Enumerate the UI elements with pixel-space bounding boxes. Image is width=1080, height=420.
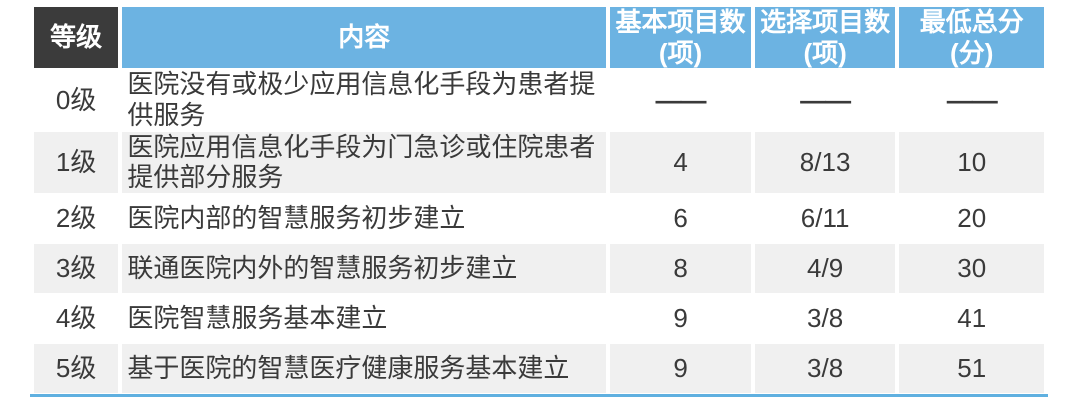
table-header: 等级 内容 基本项目数 (项) 选择项目数 (项) 最低总分 (分) [34,7,1044,69]
min-score-cell: 10 [899,131,1044,194]
content-cell: 医院没有或极少应用信息化手段为患者提供服务 [122,69,607,131]
basic-count-cell: 9 [610,344,751,394]
optional-count-cell: 3/8 [754,344,896,394]
level-cell: 1级 [34,131,119,194]
content-cell: 医院内部的智慧服务初步建立 [122,194,607,244]
level-cell: 2级 [34,194,119,244]
header-cell-basic: 基本项目数 (项) [610,7,751,69]
optional-count-cell: 8/13 [754,131,896,194]
table-row: 0级 医院没有或极少应用信息化手段为患者提供服务 —— —— —— [34,69,1044,131]
content-cell: 医院应用信息化手段为门急诊或住院患者提供部分服务 [122,131,607,194]
optional-count-cell: —— [754,69,896,131]
level-cell: 4级 [34,294,119,344]
table-body: 0级 医院没有或极少应用信息化手段为患者提供服务 —— —— —— 1级 医院应… [34,69,1044,394]
table-row: 2级 医院内部的智慧服务初步建立 6 6/11 20 [34,194,1044,244]
min-score-cell: 30 [899,244,1044,294]
table-bottom-rule [30,394,1048,398]
basic-count-cell: 4 [610,131,751,194]
header-cell-content: 内容 [122,7,607,69]
table-row: 1级 医院应用信息化手段为门急诊或住院患者提供部分服务 4 8/13 10 [34,131,1044,194]
min-score-cell: 20 [899,194,1044,244]
table-row: 3级 联通医院内外的智慧服务初步建立 8 4/9 30 [34,244,1044,294]
basic-count-cell: —— [610,69,751,131]
level-cell: 3级 [34,244,119,294]
optional-count-cell: 4/9 [754,244,896,294]
table-row: 4级 医院智慧服务基本建立 9 3/8 41 [34,294,1044,344]
smart-service-grading-table: 等级 内容 基本项目数 (项) 选择项目数 (项) 最低总分 (分) 0级 医院… [30,6,1048,394]
min-score-cell: 41 [899,294,1044,344]
page: 等级 内容 基本项目数 (项) 选择项目数 (项) 最低总分 (分) 0级 医院… [0,6,1080,420]
content-cell: 医院智慧服务基本建立 [122,294,607,344]
content-cell: 联通医院内外的智慧服务初步建立 [122,244,607,294]
basic-count-cell: 8 [610,244,751,294]
header-cell-level: 等级 [34,7,119,69]
optional-count-cell: 6/11 [754,194,896,244]
header-row: 等级 内容 基本项目数 (项) 选择项目数 (项) 最低总分 (分) [34,7,1044,69]
basic-count-cell: 6 [610,194,751,244]
optional-count-cell: 3/8 [754,294,896,344]
header-cell-optional: 选择项目数 (项) [754,7,896,69]
content-cell: 基于医院的智慧医疗健康服务基本建立 [122,344,607,394]
basic-count-cell: 9 [610,294,751,344]
min-score-cell: —— [899,69,1044,131]
min-score-cell: 51 [899,344,1044,394]
table-row: 5级 基于医院的智慧医疗健康服务基本建立 9 3/8 51 [34,344,1044,394]
level-cell: 0级 [34,69,119,131]
header-cell-min-score: 最低总分 (分) [899,7,1044,69]
level-cell: 5级 [34,344,119,394]
